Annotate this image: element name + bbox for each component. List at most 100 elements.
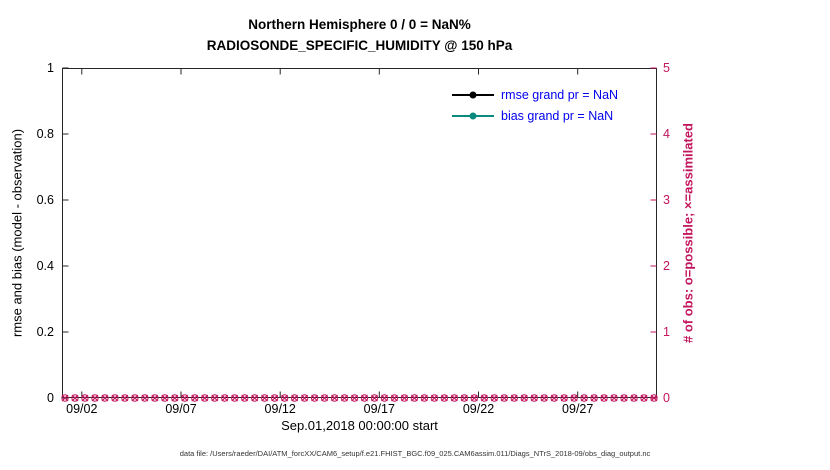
assimilated-obs-marker	[590, 394, 598, 402]
legend-entry-rmse: rmse grand pr = NaN	[452, 84, 618, 105]
rmse-marker-dot	[469, 91, 477, 98]
assimilated-obs-marker	[171, 394, 179, 402]
assimilated-obs-marker	[540, 394, 548, 402]
left-y-tick-label-1: 0.2	[36, 325, 54, 339]
possible-obs-marker	[550, 394, 558, 402]
left-axis-label: rmse and bias (model - observation)	[9, 128, 25, 338]
assimilated-obs-marker	[61, 394, 69, 402]
possible-obs-marker	[370, 394, 379, 402]
assimilated-obs-marker	[430, 394, 438, 402]
assimilated-obs-marker	[311, 394, 319, 402]
assimilated-obs-marker	[550, 394, 558, 402]
rmse-line-sample	[452, 91, 494, 98]
assimilated-obs-marker	[201, 394, 209, 402]
assimilated-obs-marker	[231, 394, 239, 402]
assimilated-obs-marker	[251, 394, 259, 402]
assimilated-obs-marker	[640, 394, 648, 402]
legend-label-bias: bias grand pr = NaN	[501, 108, 614, 123]
assimilated-obs-marker	[381, 394, 388, 402]
assimilated-obs-marker	[71, 394, 79, 402]
right-y-tick-label-2: 2	[663, 259, 670, 273]
possible-obs-marker	[101, 394, 109, 402]
legend-entry-bias: bias grand pr = NaN	[452, 105, 618, 126]
right-y-tick-label-1: 1	[663, 325, 670, 339]
possible-obs-marker	[580, 394, 588, 402]
possible-obs-marker	[540, 394, 548, 402]
assimilated-obs-marker	[91, 394, 99, 402]
assimilated-obs-marker	[281, 394, 289, 402]
assimilated-obs-marker	[530, 394, 538, 402]
possible-obs-marker	[570, 394, 578, 402]
possible-obs-marker	[400, 394, 409, 402]
x-tick-label-0: 09/02	[66, 402, 98, 416]
assimilated-obs-marker	[450, 394, 458, 402]
x-tick-label-4: 09/22	[462, 402, 495, 416]
assimilated-obs-marker	[131, 394, 139, 402]
possible-obs-marker	[320, 394, 329, 402]
possible-obs-marker	[181, 394, 189, 402]
assimilated-obs-marker	[630, 394, 638, 402]
possible-obs-marker	[61, 394, 69, 402]
assimilated-obs-marker	[271, 394, 279, 402]
assimilated-obs-marker	[141, 394, 149, 402]
assimilated-obs-marker	[420, 394, 428, 402]
assimilated-obs-marker	[490, 394, 498, 402]
possible-obs-marker	[360, 394, 369, 402]
left-y-tick-label-3: 0.6	[36, 193, 54, 207]
assimilated-obs-marker	[291, 394, 299, 402]
possible-obs-marker	[141, 394, 149, 402]
assimilated-obs-marker	[650, 394, 658, 402]
possible-obs-marker	[191, 394, 199, 402]
possible-obs-marker	[250, 394, 259, 402]
possible-obs-marker	[440, 394, 449, 402]
possible-obs-marker	[171, 394, 179, 402]
right-axis-label: # of obs: o=possible; ×=assimilated	[680, 123, 696, 343]
possible-obs-marker	[221, 394, 229, 402]
possible-obs-marker	[590, 394, 598, 402]
possible-obs-marker	[211, 394, 219, 402]
assimilated-obs-marker	[361, 394, 368, 402]
possible-obs-marker	[610, 394, 618, 402]
assimilated-obs-marker	[510, 394, 518, 402]
assimilated-obs-marker	[391, 394, 398, 402]
possible-obs-marker	[81, 394, 89, 402]
possible-obs-marker	[270, 394, 279, 402]
assimilated-obs-marker	[520, 394, 528, 402]
left-y-tick-label-4: 0.8	[36, 127, 54, 141]
bias-marker-dot	[469, 112, 477, 119]
assimilated-obs-marker	[480, 394, 488, 402]
assimilated-obs-marker	[331, 394, 338, 402]
plot-area	[61, 67, 658, 402]
assimilated-obs-marker	[351, 394, 358, 402]
x-tick-label-1: 09/07	[165, 402, 197, 416]
left-y-tick-label-5: 1	[47, 61, 54, 75]
possible-obs-marker	[340, 394, 349, 402]
assimilated-obs-marker	[101, 394, 109, 402]
assimilated-obs-marker	[500, 394, 508, 402]
possible-obs-marker	[510, 394, 518, 402]
possible-obs-marker	[280, 394, 289, 402]
possible-obs-marker	[410, 394, 419, 402]
assimilated-obs-marker	[470, 394, 478, 402]
x-axis-label: Sep.01,2018 00:00:00 start	[281, 418, 438, 433]
assimilated-obs-marker	[400, 394, 408, 402]
assimilated-obs-marker	[570, 394, 578, 402]
possible-obs-marker	[640, 394, 648, 402]
right-y-tick-label-5: 5	[663, 61, 670, 75]
possible-obs-marker	[71, 394, 79, 402]
possible-obs-marker	[480, 394, 488, 402]
possible-obs-marker	[490, 394, 498, 402]
legend-label-rmse: rmse grand pr = NaN	[501, 87, 619, 102]
possible-obs-marker	[630, 394, 638, 402]
assimilated-obs-marker	[191, 394, 199, 402]
possible-obs-marker	[111, 394, 119, 402]
assimilated-obs-marker	[151, 394, 159, 402]
assimilated-obs-marker	[460, 394, 468, 402]
possible-obs-marker	[380, 394, 389, 402]
bias-line-sample	[452, 112, 494, 119]
possible-obs-marker	[121, 394, 129, 402]
possible-obs-marker	[390, 394, 399, 402]
possible-obs-marker	[430, 394, 439, 402]
chart-title-line1: Northern Hemisphere 0 / 0 = NaN%	[248, 17, 471, 32]
